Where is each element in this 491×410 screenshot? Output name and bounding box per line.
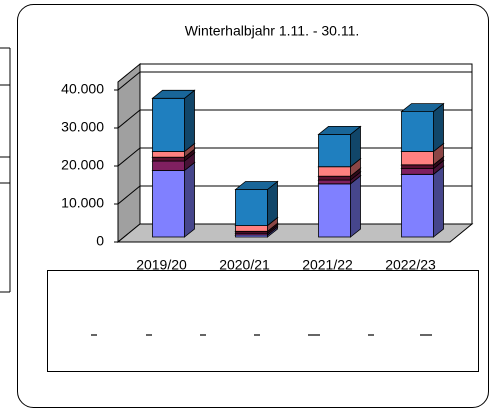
bar-side <box>433 165 444 238</box>
bar-top <box>400 103 445 112</box>
grid-line <box>117 109 472 129</box>
bar-side <box>350 174 361 238</box>
bar <box>152 156 185 162</box>
x-tick-label: 2020/21 <box>219 257 270 273</box>
bar <box>152 170 185 238</box>
bar <box>152 160 185 171</box>
y-tick-label: 10.000 <box>61 195 104 211</box>
x-tick-label: 2019/20 <box>136 257 187 273</box>
grid-line <box>117 147 472 167</box>
bar <box>401 164 434 170</box>
bar <box>401 151 434 166</box>
bar <box>401 111 434 152</box>
bar <box>318 179 351 185</box>
bar <box>401 173 434 238</box>
y-tick-label: 40.000 <box>61 81 104 97</box>
grid-line <box>117 71 472 91</box>
bar-top <box>234 181 279 190</box>
bar <box>152 151 185 158</box>
bar <box>318 183 351 238</box>
x-tick-label: 2022/23 <box>385 257 436 273</box>
y-tick-label: 30.000 <box>61 119 104 135</box>
side-wall <box>117 62 141 244</box>
bar <box>318 166 351 177</box>
bar <box>235 189 268 226</box>
bar-top <box>151 89 196 99</box>
bar-side <box>184 161 195 238</box>
bar-top <box>317 126 362 135</box>
bar <box>235 225 268 232</box>
y-tick-label: 0 <box>96 233 104 249</box>
x-tick-label: 2021/22 <box>302 257 353 273</box>
bar <box>152 97 185 152</box>
bar <box>318 175 351 181</box>
side-table-fragment <box>0 47 11 293</box>
y-tick-label: 20.000 <box>61 157 104 173</box>
bar <box>318 133 351 168</box>
bar-side <box>184 89 195 153</box>
chart-title: Winterhalbjahr 1.11. - 30.11. <box>185 23 360 39</box>
bar <box>401 168 434 175</box>
grid-line <box>117 185 472 205</box>
legend-box <box>47 270 479 372</box>
